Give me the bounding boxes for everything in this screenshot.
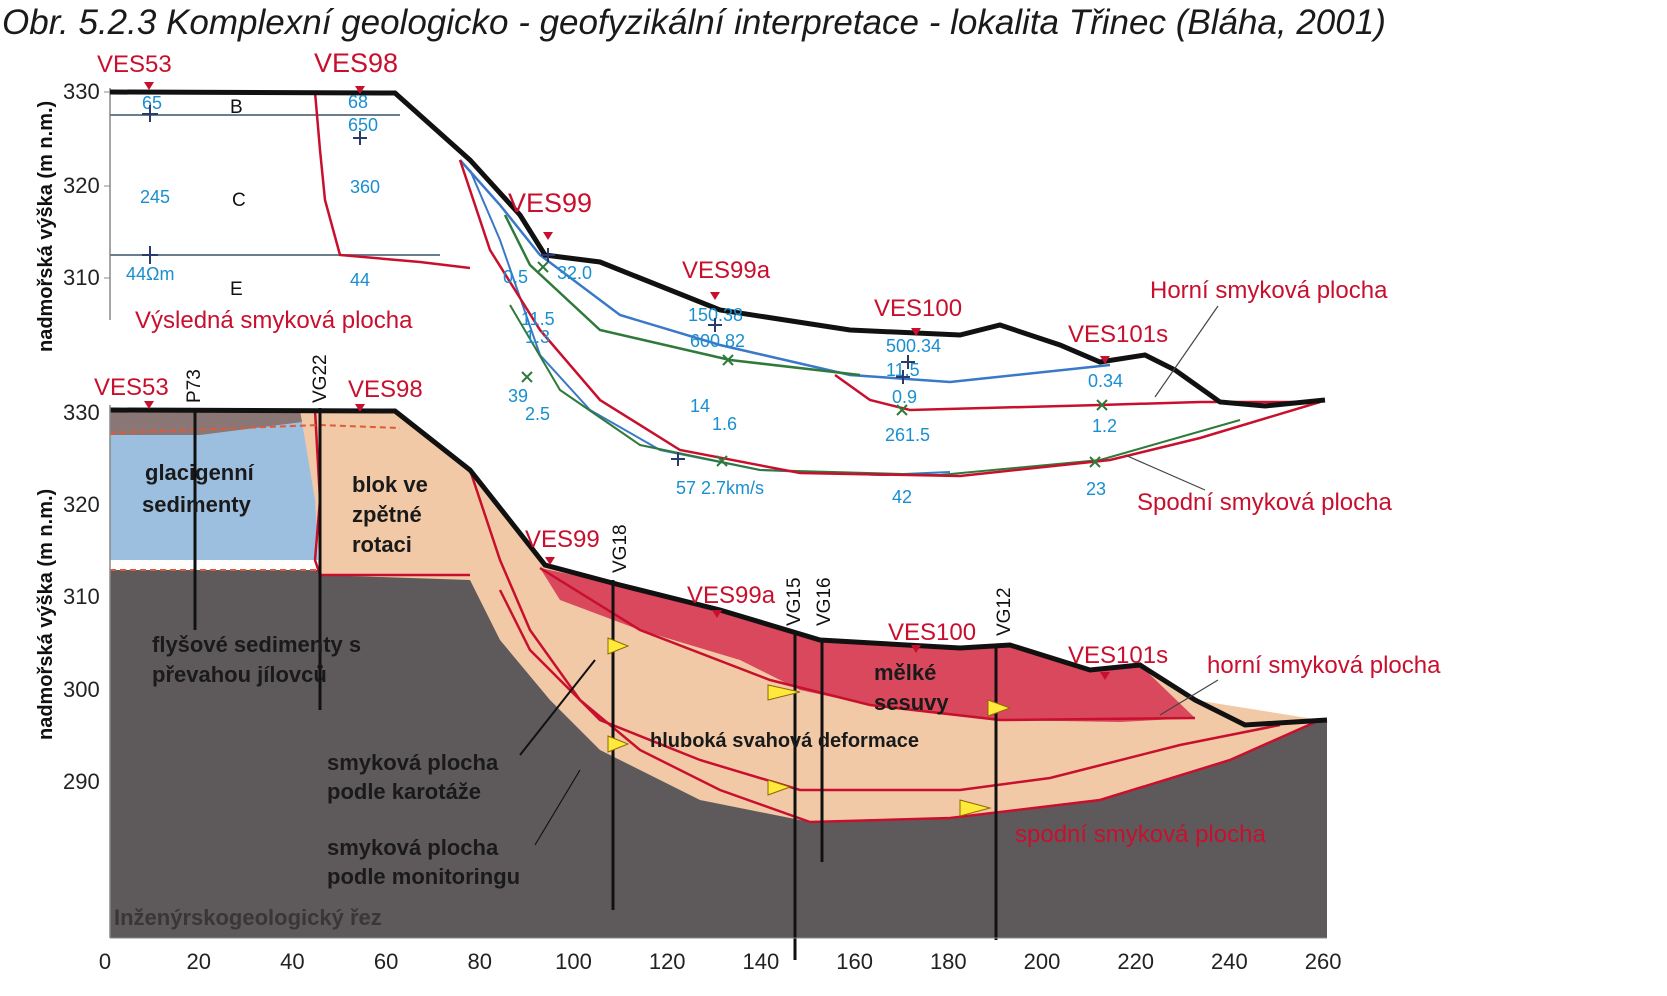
unit-label-block: rotaci [352,532,412,557]
lower-ytick: 300 [63,677,100,702]
slip-label-vysledna: Výsledná smyková plocha [135,307,413,334]
resistivity-value: 150.38 [688,305,743,325]
well-label: VG15 [784,577,805,626]
resistivity-value: 500.34 [886,336,941,356]
unit-label-flysch: převahou jílovců [152,662,327,687]
resistivity-value: 42 [892,487,912,507]
unit-label-shallow: mělké [874,660,936,685]
x-tick-label: 160 [836,949,873,974]
figure-title: Obr. 5.2.3 Komplexní geologicko - geofyz… [2,3,1386,42]
resistivity-value: 44Ωm [126,264,174,284]
section-name: Inženýrskogeologický řez [114,905,382,930]
upper-ytick: 320 [63,173,100,198]
ves-label: VES53 [94,374,169,401]
unit-label-block: blok ve [352,472,428,497]
lower-y-axis-label: nadmořská výška (m n.m.) [35,489,57,740]
resistivity-value: 14 [690,396,710,416]
unit-label-block: zpětné [352,502,422,527]
resistivity-value: 1.6 [712,414,737,434]
layer-letter: E [230,279,243,300]
ves-label: VES99a [682,257,771,284]
resistivity-value: 1.3 [525,327,550,347]
well-label: VG18 [610,524,631,573]
resistivity-value: 1.2 [1092,416,1117,436]
ves-label: VES53 [97,51,172,78]
x-tick-label: 100 [555,949,592,974]
x-tick-label: 200 [1024,949,1061,974]
ves-label: VES99a [687,582,776,609]
resistivity-value: 650 [348,115,378,135]
layer-letter: B [230,97,243,118]
resistivity-value: 32.0 [557,263,592,283]
resistivity-value: 600.82 [690,331,745,351]
resistivity-value: 68 [348,92,368,112]
well-label: VG16 [814,577,835,626]
ves-label: VES100 [888,619,976,646]
x-tick-label: 220 [1117,949,1154,974]
resistivity-value: 0.34 [1088,371,1123,391]
label-slip-logging: smyková plocha [327,750,499,775]
label-slip-logging: podle karotáže [327,779,481,804]
unit-label-deep-deformation: hluboká svahová deformace [650,730,919,752]
unit-label-flysch: flyšové sedimenty s [152,632,361,657]
lower-ytick: 320 [63,492,100,517]
upper-y-axis-label: nadmořská výška (m n.m.) [35,101,57,352]
ves-label: VES100 [874,295,962,322]
x-tick-label: 240 [1211,949,1248,974]
resistivity-value: 0.9 [892,387,917,407]
ves-label: VES98 [348,376,423,403]
well-label: VG22 [310,354,331,403]
ves-label: VES101s [1068,642,1168,669]
x-tick-label: 260 [1305,949,1342,974]
unit-label-glacial: glacigenní [145,460,255,485]
x-tick-label: 60 [374,949,398,974]
slip-label-spodni: Spodní smyková plocha [1137,489,1392,516]
unit-label-shallow: sesuvy [874,690,949,715]
ves-label: VES99 [508,188,592,218]
resistivity-value: 0,5 [503,267,528,287]
ves-label: VES99 [525,526,600,553]
resistivity-value: 360 [350,177,380,197]
upper-panel: 330 320 310 nadmořská výška (m n.m.) VES… [35,48,1392,516]
resistivity-value: 261.5 [885,425,930,445]
well-label: VG12 [994,587,1015,636]
slip-label-spodni-lower: spodní smyková plocha [1015,821,1266,848]
x-tick-label: 40 [280,949,304,974]
lower-panel: 330 320 310 300 290 nadmořská výška (m n… [35,354,1441,974]
ves-label: VES101s [1068,321,1168,348]
unit-label-glacial: sedimenty [142,492,252,517]
resistivity-value: 65 [142,93,162,113]
resistivity-value: 39 [508,386,528,406]
x-tick-label: 0 [99,949,111,974]
lower-ytick: 310 [63,584,100,609]
x-tick-label: 20 [186,949,210,974]
upper-ytick: 310 [63,265,100,290]
x-tick-label: 140 [743,949,780,974]
slip-label-horni-lower: horní smyková plocha [1207,652,1441,679]
resistivity-value: 44 [350,270,370,290]
upper-ytick: 330 [63,79,100,104]
lower-ytick: 330 [63,400,100,425]
layer-letter: C [232,190,246,211]
slip-label-horni: Horní smyková plocha [1150,277,1388,304]
lower-ytick: 290 [63,769,100,794]
x-tick-label: 80 [468,949,492,974]
label-slip-monitoring: smyková plocha [327,835,499,860]
x-tick-label: 120 [649,949,686,974]
label-slip-monitoring: podle monitoringu [327,864,520,889]
resistivity-value: 245 [140,187,170,207]
x-tick-label: 180 [930,949,967,974]
ves-label: VES98 [314,48,398,78]
well-label: P73 [184,369,205,403]
resistivity-value: 23 [1086,479,1106,499]
resistivity-value: 57 2.7km/s [676,478,764,498]
resistivity-value: 2.5 [525,404,550,424]
resistivity-value: 11.5 [521,309,555,329]
